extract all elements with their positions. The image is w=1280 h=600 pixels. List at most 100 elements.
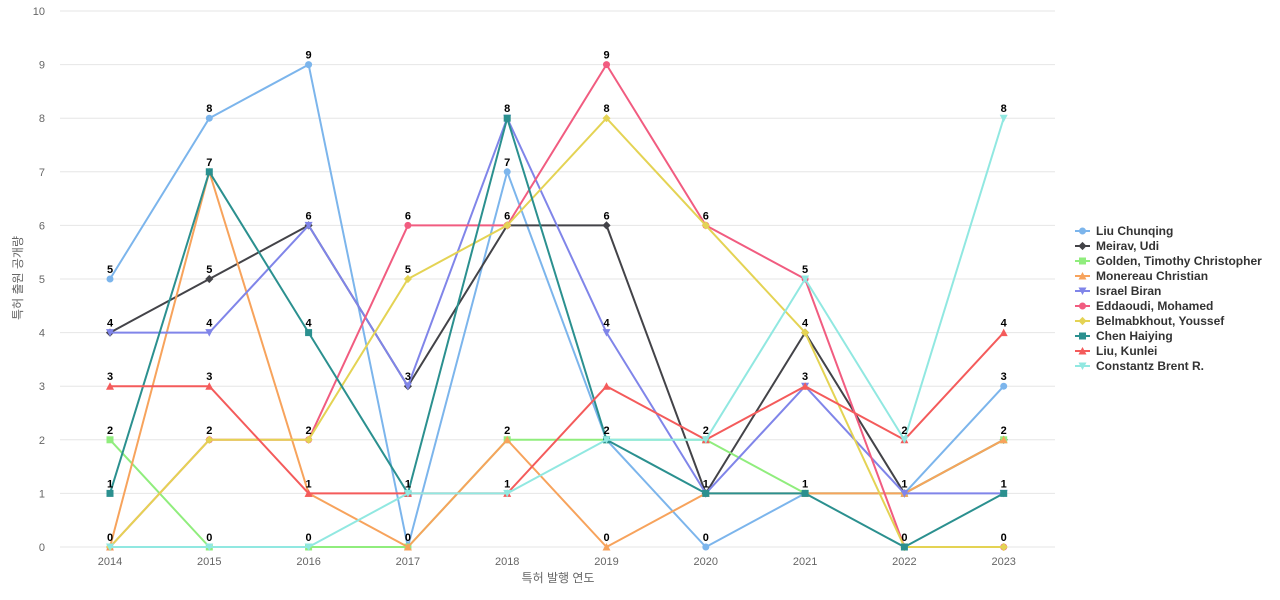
data-point xyxy=(602,114,611,123)
legend-label: Liu, Kunlei xyxy=(1096,344,1157,358)
data-point xyxy=(205,114,213,122)
x-axis-title: 특허 발행 연도 xyxy=(522,570,595,585)
data-point xyxy=(801,328,810,337)
data-label: 0 xyxy=(206,532,212,544)
data-point xyxy=(999,542,1008,552)
data-point xyxy=(900,436,909,444)
y-tick-label: 7 xyxy=(39,167,45,179)
data-label: 3 xyxy=(206,371,212,383)
data-point xyxy=(1000,489,1008,497)
x-axis: 2014 2015 2016 2017 2018 2019 2020 2021 2022 2023 xyxy=(98,556,1016,568)
data-point xyxy=(304,489,313,497)
legend-marker xyxy=(1079,302,1086,310)
data-point xyxy=(304,435,313,444)
data-point xyxy=(205,435,214,444)
data-point xyxy=(801,382,810,390)
data-label: 9 xyxy=(306,50,312,62)
y-tick-label: 6 xyxy=(39,220,45,232)
y-tick-label: 10 xyxy=(33,6,45,18)
x-tick-label: 2021 xyxy=(793,556,817,568)
data-point xyxy=(503,168,511,176)
legend-marker xyxy=(1079,257,1086,265)
data-label: 4 xyxy=(802,318,809,330)
data-label: 6 xyxy=(306,210,312,222)
x-tick-label: 2017 xyxy=(396,556,420,568)
data-label: 0 xyxy=(901,532,907,544)
data-point xyxy=(602,329,611,337)
legend-label: Chen Haiying xyxy=(1096,329,1173,343)
legend-item[interactable]: Meirav, Udi xyxy=(1075,239,1159,253)
series-line xyxy=(110,331,1005,495)
legend-marker xyxy=(1079,332,1086,340)
legend-item[interactable]: Monereau Christian xyxy=(1075,269,1208,283)
data-point xyxy=(304,543,313,551)
data-point xyxy=(702,543,710,551)
data-label: 1 xyxy=(405,478,411,490)
data-point xyxy=(205,168,213,176)
data-point xyxy=(403,274,412,284)
legend-label: Golden, Timothy Christopher xyxy=(1096,254,1262,268)
x-tick-label: 2020 xyxy=(694,556,718,568)
data-label: 1 xyxy=(802,478,808,490)
data-point xyxy=(106,382,114,390)
data-point xyxy=(603,61,610,69)
x-tick-label: 2022 xyxy=(892,556,916,568)
data-point xyxy=(999,114,1008,123)
legend-marker xyxy=(1078,241,1087,251)
data-label: 3 xyxy=(405,371,411,383)
legend-item[interactable]: Israel Biran xyxy=(1075,284,1161,298)
legend-item[interactable]: Golden, Timothy Christopher xyxy=(1075,254,1262,268)
legend-marker xyxy=(1078,287,1087,295)
y-tick-label: 3 xyxy=(39,381,45,393)
data-label: 1 xyxy=(306,478,312,490)
series-9 xyxy=(106,114,1008,551)
data-point xyxy=(403,543,412,551)
data-point xyxy=(701,221,710,230)
data-label: 1 xyxy=(504,478,510,490)
legend-item[interactable]: Liu, Kunlei xyxy=(1075,344,1157,358)
series-1 xyxy=(105,221,1008,498)
data-label: 1 xyxy=(1001,478,1007,490)
data-label: 2 xyxy=(206,425,212,437)
legend-item[interactable]: Eddaoudi, Mohamed xyxy=(1075,299,1213,313)
legend-item[interactable]: Chen Haiying xyxy=(1075,329,1173,343)
legend-item[interactable]: Belmabkhout, Youssef xyxy=(1075,314,1225,328)
data-label: 2 xyxy=(107,425,113,437)
data-label: 9 xyxy=(603,50,609,62)
series-line xyxy=(109,170,1005,548)
legend-label: Constantz Brent R. xyxy=(1096,359,1204,373)
data-point xyxy=(900,543,908,551)
legend-label: Belmabkhout, Youssef xyxy=(1096,314,1225,328)
data-label: 2 xyxy=(1001,425,1007,437)
data-label: 4 xyxy=(1001,318,1008,330)
data-label: 6 xyxy=(504,210,510,222)
data-label: 1 xyxy=(703,478,709,490)
data-label: 1 xyxy=(107,478,113,490)
legend-marker xyxy=(1078,347,1087,355)
x-tick-label: 2023 xyxy=(991,556,1015,568)
data-label: 8 xyxy=(206,103,212,115)
data-label: 4 xyxy=(603,318,610,330)
data-point xyxy=(602,436,611,444)
data-point xyxy=(205,382,214,390)
legend-item[interactable]: Constantz Brent R. xyxy=(1075,359,1204,373)
legend-label: Monereau Christian xyxy=(1096,269,1208,283)
data-label: 7 xyxy=(504,157,510,169)
data-point xyxy=(106,489,114,497)
data-label: 6 xyxy=(405,210,411,222)
series-line xyxy=(109,117,1005,548)
data-point xyxy=(1000,382,1008,390)
data-point xyxy=(801,489,809,497)
data-label: 4 xyxy=(107,318,114,330)
data-label: 0 xyxy=(1001,532,1007,544)
legend-item[interactable]: Liu Chunqing xyxy=(1075,224,1173,238)
data-point xyxy=(602,221,611,230)
y-tick-label: 2 xyxy=(39,435,45,447)
data-point xyxy=(205,329,214,337)
legend-label: Liu Chunqing xyxy=(1096,224,1173,238)
data-point xyxy=(205,274,214,284)
legend-marker xyxy=(1079,227,1086,235)
data-point xyxy=(404,221,412,229)
